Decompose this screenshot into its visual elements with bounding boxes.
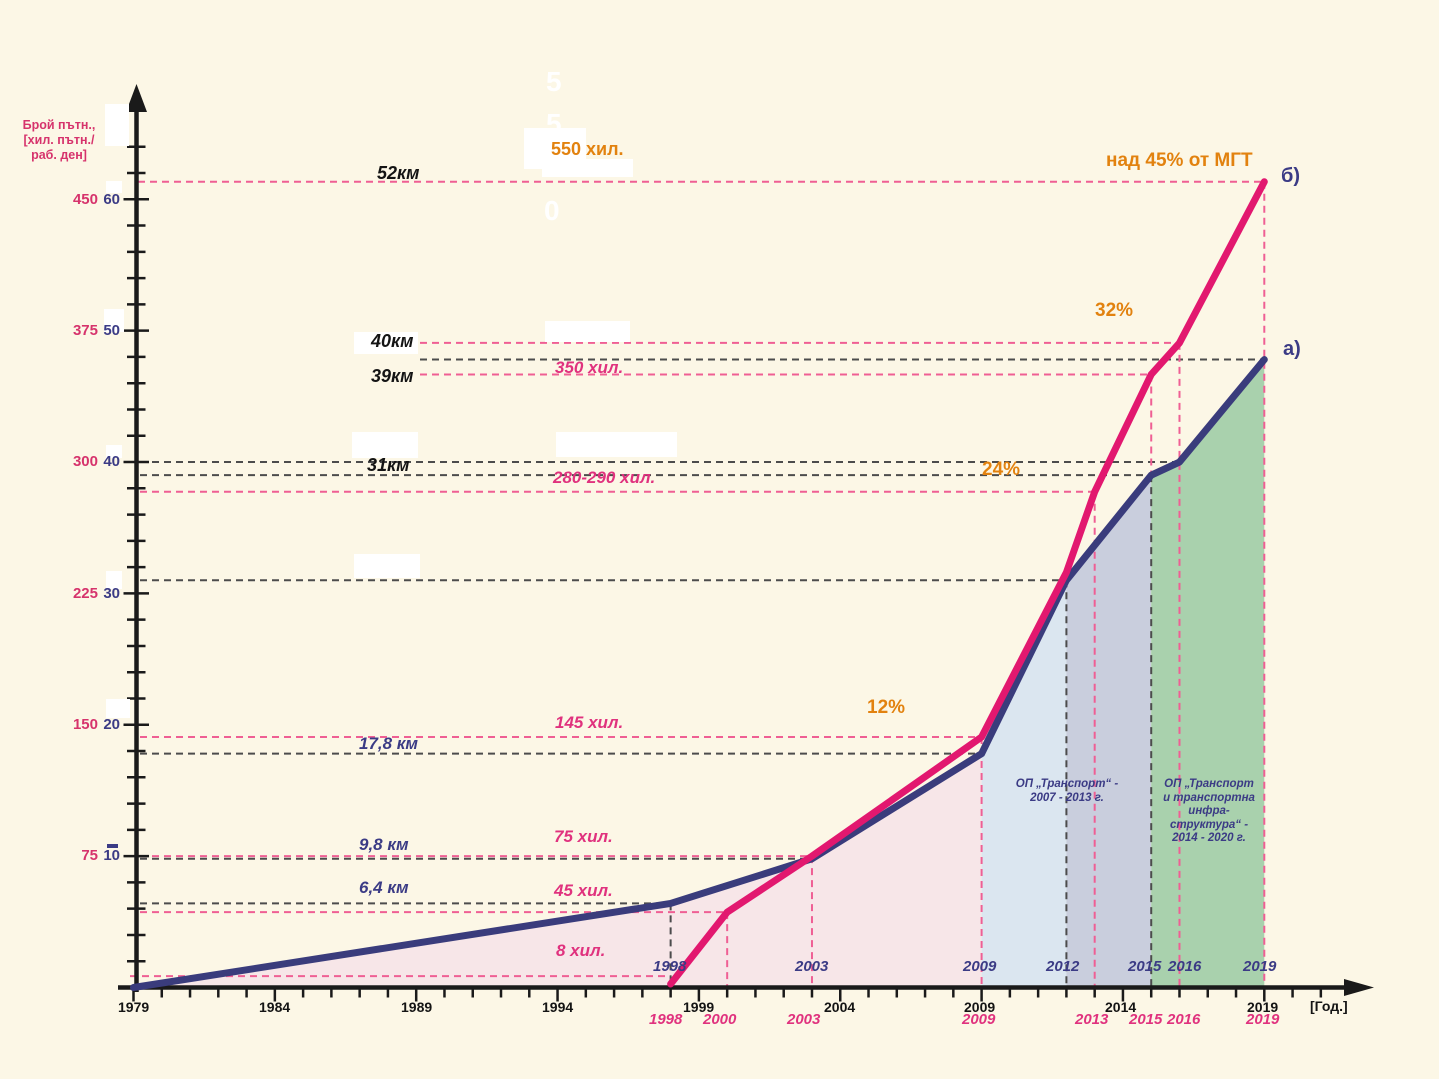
x-tick-1979: 1979 <box>118 999 150 1015</box>
label-39km: 39км <box>371 366 414 386</box>
y-tick-km-60: 60 <box>103 191 120 208</box>
yr-navy-2015: 2015 <box>1128 958 1162 975</box>
label-31km: 31км <box>367 455 410 475</box>
op-transport-infra-2014-2020: ОП „Транспорт и транспортна инфра- струк… <box>1163 778 1255 845</box>
white-digit-1: 5 <box>546 66 562 97</box>
white-patch-4 <box>106 445 122 458</box>
series-tag-a: а) <box>1283 338 1301 360</box>
white-patch-12 <box>556 432 677 457</box>
label-45hil: 45 хил. <box>554 881 613 900</box>
fill-region-pre-op-period <box>133 753 982 988</box>
white-patch-2 <box>106 181 122 193</box>
series-line-b <box>667 178 1268 988</box>
yr-navy-2003: 2003 <box>795 958 829 975</box>
blue-remnant-bar <box>107 844 118 848</box>
label-6-4km: 6,4 км <box>359 878 409 897</box>
white-patch-3 <box>104 309 124 332</box>
y-axis-arrow <box>126 84 147 112</box>
yr-pink-2015: 2015 <box>1129 1011 1163 1028</box>
x-axis-arrow <box>1344 979 1374 996</box>
fill-region-op-overlap-period <box>1066 475 1152 988</box>
series-tag-b: б) <box>1281 165 1301 187</box>
y-tick-km-10: 10 <box>103 847 120 864</box>
y-axis-title: Брой пътн., [хил. пътн./ раб. ден] <box>22 118 96 162</box>
label-145hil: 145 хил. <box>555 713 624 732</box>
x-axis-unit: [Год.] <box>1310 998 1348 1014</box>
fill-region-op-transport-infra-2014-2020 <box>1151 359 1265 988</box>
x-tick-1999: 1999 <box>683 999 715 1015</box>
white-patch-8 <box>354 554 420 578</box>
x-tick-2004: 2004 <box>824 999 856 1015</box>
y-tick-225: 225 <box>72 585 98 602</box>
y-tick-km-30: 30 <box>103 585 120 602</box>
y-tick-450: 450 <box>72 191 98 208</box>
yr-pink-2013: 2013 <box>1075 1011 1109 1028</box>
yr-pink-2019: 2019 <box>1246 1011 1280 1028</box>
label-550hil: 550 хил. <box>551 139 624 159</box>
label-nad-45pct: над 45% от МГТ <box>1106 150 1253 171</box>
yr-pink-2016: 2016 <box>1167 1011 1201 1028</box>
label-75hil: 75 хил. <box>554 827 613 846</box>
yr-navy-2012: 2012 <box>1046 958 1080 975</box>
white-patch-13 <box>354 332 418 354</box>
white-patch-5 <box>106 571 122 589</box>
white-patch-1 <box>105 104 129 146</box>
label-40km: 40км <box>371 331 414 351</box>
x-tick-1989: 1989 <box>401 999 433 1015</box>
x-tick-1984: 1984 <box>259 999 291 1015</box>
y-tick-300: 300 <box>72 453 98 470</box>
y-tick-375: 375 <box>72 322 98 339</box>
y-tick-km-20: 20 <box>103 716 120 733</box>
white-patch-6 <box>106 699 130 718</box>
white-patch-10 <box>542 159 633 177</box>
yr-navy-2019: 2019 <box>1243 958 1277 975</box>
label-350hil: 350 хил. <box>555 358 624 377</box>
yr-navy-2016: 2016 <box>1168 958 1202 975</box>
yr-navy-2009: 2009 <box>963 958 997 975</box>
op-transport-2007-2013: ОП „Транспорт“ - 2007 - 2013 г. <box>1015 778 1119 804</box>
label-24pct: 24% <box>982 459 1021 480</box>
label-32pct: 32% <box>1095 300 1134 321</box>
yr-pink-2009: 2009 <box>962 1011 996 1028</box>
white-digit-2: 5 <box>546 108 562 139</box>
label-12pct: 12% <box>867 697 906 718</box>
white-patch-7 <box>352 432 418 458</box>
y-tick-km-40: 40 <box>103 453 120 470</box>
y-tick-75: 75 <box>81 847 98 864</box>
white-patch-11 <box>545 321 630 342</box>
yr-pink-1998: 1998 <box>649 1011 683 1028</box>
yr-pink-2000: 2000 <box>703 1011 737 1028</box>
y-tick-150: 150 <box>72 716 98 733</box>
yr-navy-1998: 1998 <box>653 958 687 975</box>
x-tick-1994: 1994 <box>542 999 574 1015</box>
fill-region-op-transport-2007-2013 <box>981 580 1067 988</box>
label-52km: 52км <box>377 163 420 183</box>
label-9-8km: 9,8 км <box>359 835 409 854</box>
label-17-8km: 17,8 км <box>359 734 419 753</box>
series-line-a <box>130 356 1268 991</box>
label-280-290hil: 280-290 хил. <box>553 468 656 487</box>
x-tick-2014: 2014 <box>1105 999 1137 1015</box>
x-tick-2009: 2009 <box>964 999 996 1015</box>
y-tick-km-50: 50 <box>103 322 120 339</box>
yr-pink-2003: 2003 <box>787 1011 821 1028</box>
x-tick-2019: 2019 <box>1247 999 1279 1015</box>
label-8hil: 8 хил. <box>556 941 606 960</box>
white-digit-3: 0 <box>544 195 560 226</box>
